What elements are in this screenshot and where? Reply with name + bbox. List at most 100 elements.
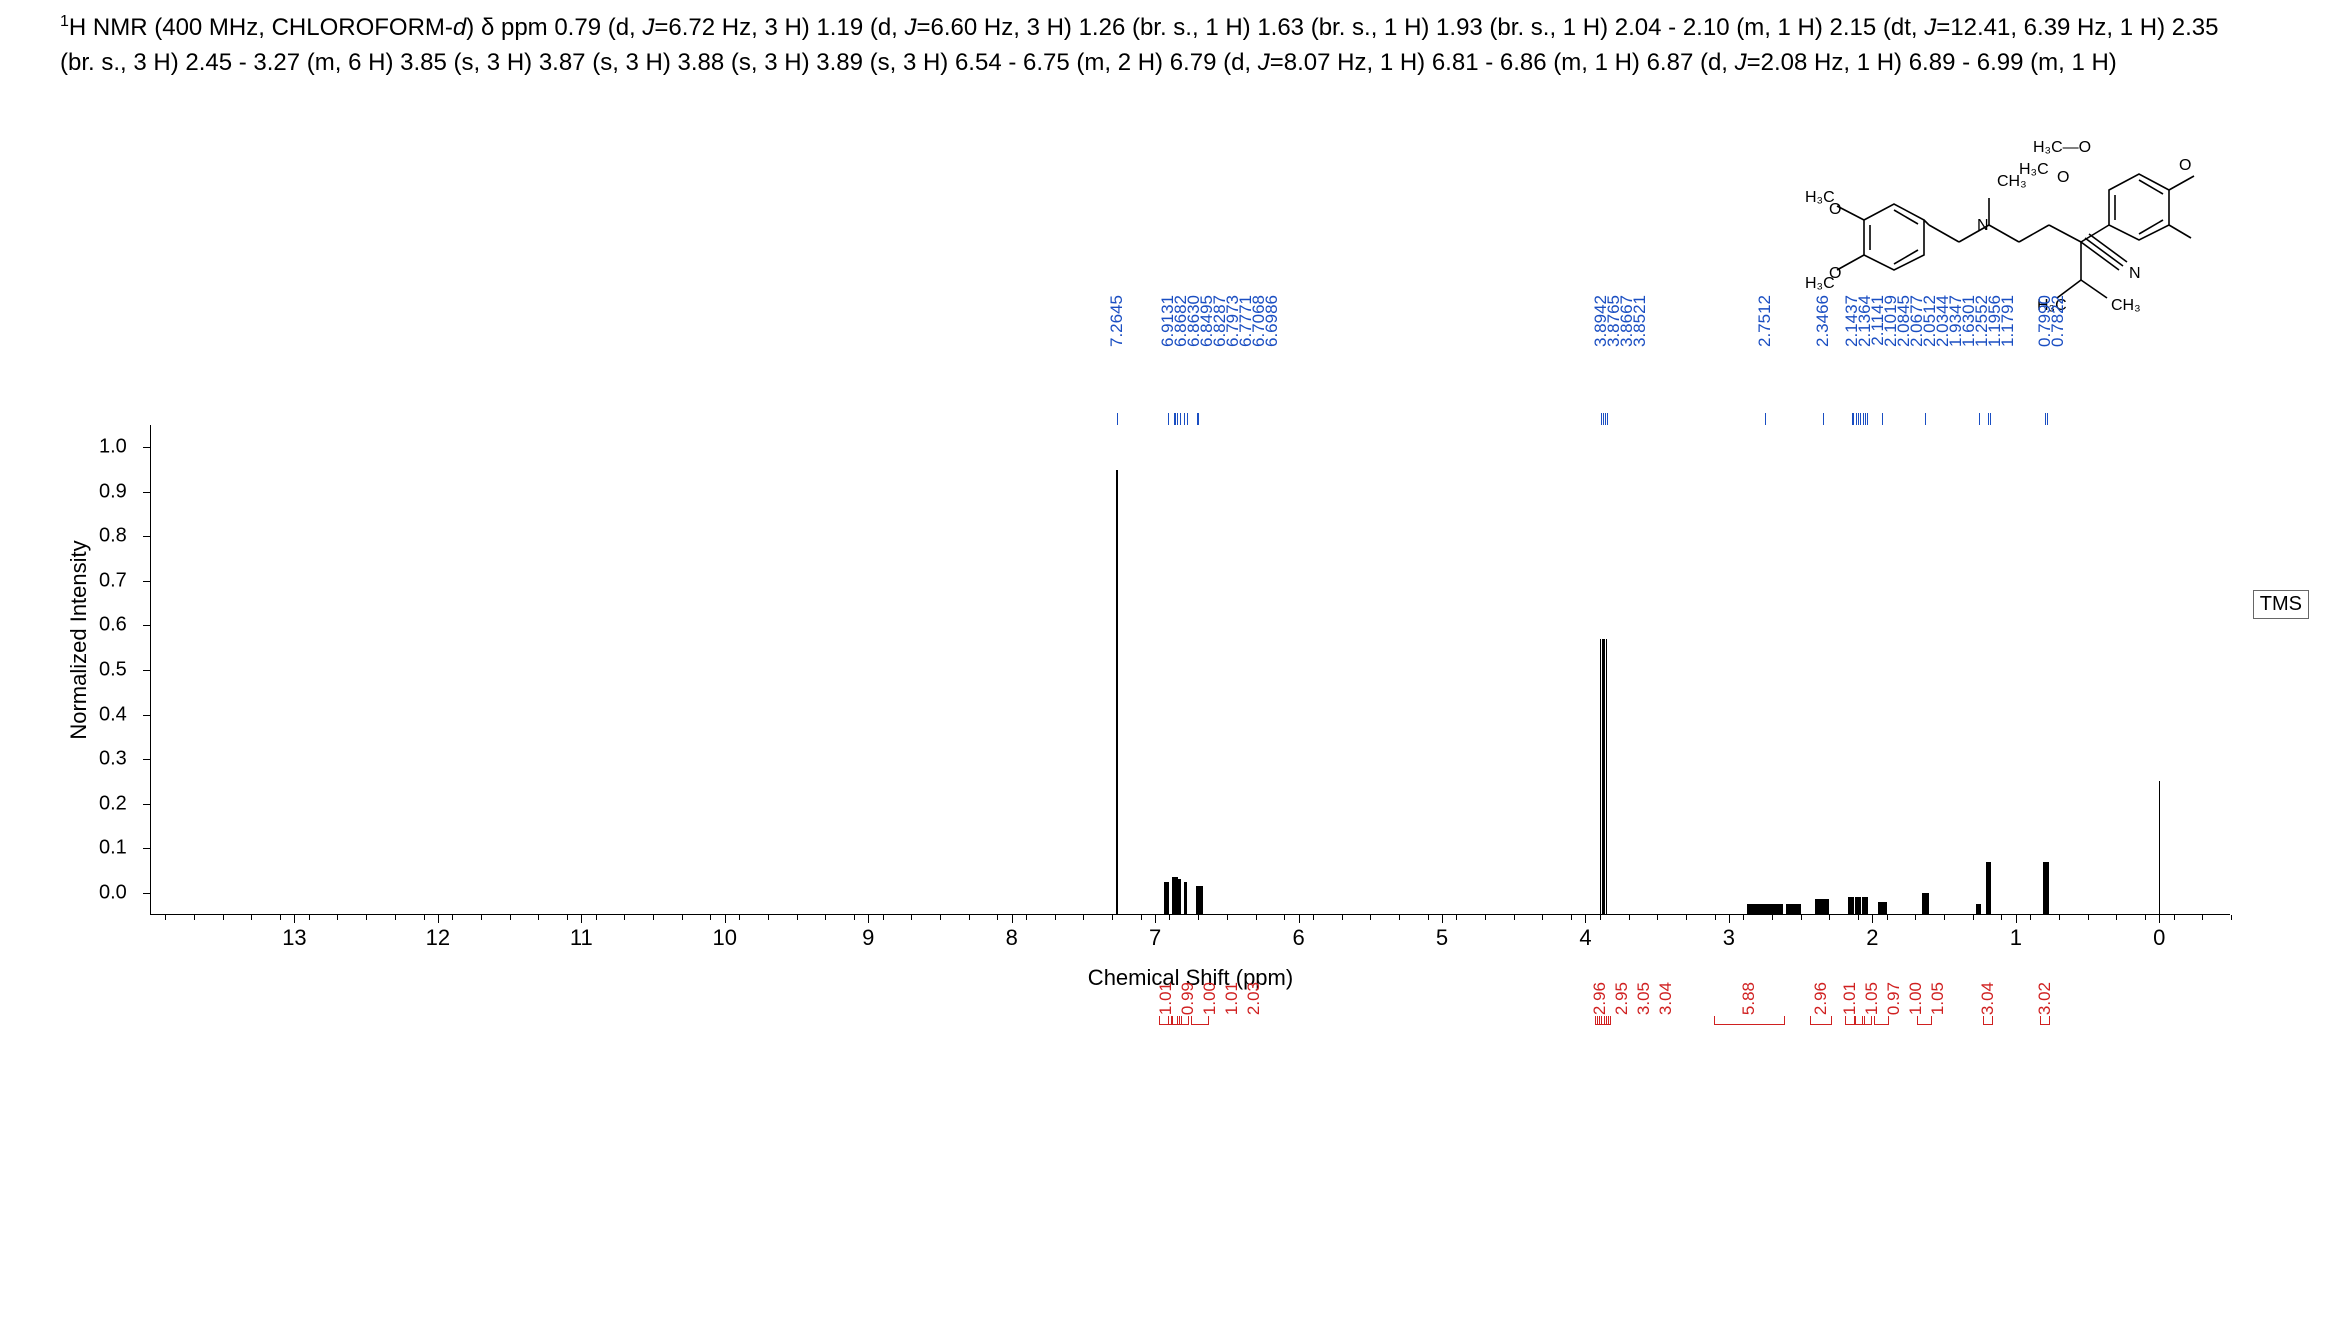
xaxis-minor-tick	[2059, 915, 2060, 920]
xaxis-minor-tick	[969, 915, 970, 920]
yaxis-tick	[143, 447, 151, 448]
integral-value: 2.95	[1612, 982, 1632, 1015]
xaxis-tick	[2159, 915, 2160, 923]
xaxis-tick	[1442, 915, 1443, 923]
integral-value: 1.00	[1906, 982, 1926, 1015]
xaxis-minor-tick	[280, 915, 281, 920]
integral-value: 3.04	[1978, 982, 1998, 1015]
peak-mark	[1867, 413, 1868, 425]
svg-text:O: O	[2057, 169, 2069, 186]
tms-label: TMS	[2253, 590, 2309, 619]
xaxis-minor-tick	[1887, 915, 1888, 920]
xaxis-minor-tick	[1571, 915, 1572, 920]
xaxis-minor-tick	[395, 915, 396, 920]
xaxis-minor-tick	[1456, 915, 1457, 920]
xaxis-minor-tick	[1915, 915, 1916, 920]
peak-mark	[1601, 413, 1602, 425]
xaxis-tick	[868, 915, 869, 923]
xaxis-minor-tick	[911, 915, 912, 920]
integral-bracket	[1810, 1016, 1832, 1025]
peak-mark	[1765, 413, 1766, 425]
peak-mark	[1198, 413, 1199, 425]
xaxis-minor-tick	[624, 915, 625, 920]
xaxis-minor-tick	[1944, 915, 1945, 920]
spectrum-peak	[1989, 862, 1992, 915]
xaxis-minor-tick	[452, 915, 453, 920]
integral-value: 3.02	[2035, 982, 2055, 1015]
yaxis-tick-label: 0.1	[99, 837, 127, 860]
xaxis-minor-tick	[1772, 915, 1773, 920]
integral-value: 1.05	[1862, 982, 1882, 1015]
spectrum-peak	[1199, 886, 1203, 915]
peak-mark	[1865, 413, 1866, 425]
integral-bracket	[1714, 1016, 1786, 1025]
xaxis-minor-tick	[1801, 915, 1802, 920]
yaxis-tick-label: 0.9	[99, 480, 127, 503]
xaxis-minor-tick	[2088, 915, 2089, 920]
svg-text:O: O	[1829, 201, 1841, 218]
peak-mark	[1177, 413, 1178, 425]
xaxis-minor-tick	[1112, 915, 1113, 920]
svg-text:O: O	[1829, 265, 1841, 282]
integral-value: 3.04	[1656, 982, 1676, 1015]
xaxis-minor-tick	[481, 915, 482, 920]
xaxis-minor-tick	[567, 915, 568, 920]
xaxis-minor-tick	[1629, 915, 1630, 920]
xaxis-minor-tick	[2030, 915, 2031, 920]
yaxis-tick	[143, 715, 151, 716]
spectrum-peak	[1178, 879, 1181, 915]
spectrum-peak	[1600, 639, 1602, 915]
integral-value: 0.97	[1884, 982, 1904, 1015]
svg-text:CH₃: CH₃	[1997, 173, 2027, 190]
integral-value: 2.03	[1244, 982, 1264, 1015]
integral-bracket	[1862, 1016, 1872, 1025]
spectrum-peak	[1164, 882, 1168, 915]
xaxis-minor-tick	[2001, 915, 2002, 920]
xaxis-minor-tick	[2116, 915, 2117, 920]
integral-value: 1.00	[1200, 982, 1220, 1015]
xaxis-tick	[1585, 915, 1586, 923]
yaxis-tick	[143, 492, 151, 493]
xaxis-minor-tick	[538, 915, 539, 920]
yaxis-tick-label: 0.4	[99, 703, 127, 726]
xaxis-minor-tick	[165, 915, 166, 920]
xaxis-minor-tick	[883, 915, 884, 920]
yaxis-tick	[143, 581, 151, 582]
integral-value: 2.96	[1811, 982, 1831, 1015]
xaxis-minor-tick	[1715, 915, 1716, 920]
peak-mark	[2047, 413, 2048, 425]
xaxis-tick	[1299, 915, 1300, 923]
integral-bracket	[1874, 1016, 1888, 1025]
svg-text:H₃C—O: H₃C—O	[2033, 139, 2091, 156]
xaxis-minor-tick	[1485, 915, 1486, 920]
xaxis-minor-tick	[1973, 915, 1974, 920]
xaxis-minor-tick	[653, 915, 654, 920]
xaxis-tick	[294, 915, 295, 923]
xaxis-minor-tick	[1428, 915, 1429, 920]
spectrum-peak	[1878, 902, 1887, 915]
xaxis-tick	[1012, 915, 1013, 923]
yaxis-tick-label: 0.7	[99, 569, 127, 592]
peak-mark	[2045, 413, 2046, 425]
yaxis-tick-label: 0.6	[99, 614, 127, 637]
xaxis-minor-tick	[1083, 915, 1084, 920]
integral-bracket	[1983, 1016, 1993, 1025]
xaxis-minor-tick	[1055, 915, 1056, 920]
nmr-summary-text: 1H NMR (400 MHz, CHLOROFORM-d) δ ppm 0.7…	[60, 10, 2259, 81]
xaxis-minor-tick	[1542, 915, 1543, 920]
yaxis-tick-label: 0.0	[99, 881, 127, 904]
xaxis-minor-tick	[596, 915, 597, 920]
peak-mark	[1925, 413, 1926, 425]
xaxis-minor-tick	[854, 915, 855, 920]
peak-ppm-label: 3.8521	[1630, 295, 1650, 347]
spectrum-peak	[1116, 470, 1118, 915]
yaxis-tick-label: 0.2	[99, 792, 127, 815]
peak-ppm-label: 1.1791	[1998, 295, 2018, 347]
svg-text:CH₃: CH₃	[2111, 297, 2141, 314]
spectrum-peak	[2046, 862, 2049, 915]
peak-mark	[1853, 413, 1854, 425]
yaxis-tick-label: 0.8	[99, 525, 127, 548]
peak-ppm-label: 2.7512	[1755, 295, 1775, 347]
spectrum-peak	[1922, 893, 1929, 915]
integral-value: 5.88	[1739, 982, 1759, 1015]
